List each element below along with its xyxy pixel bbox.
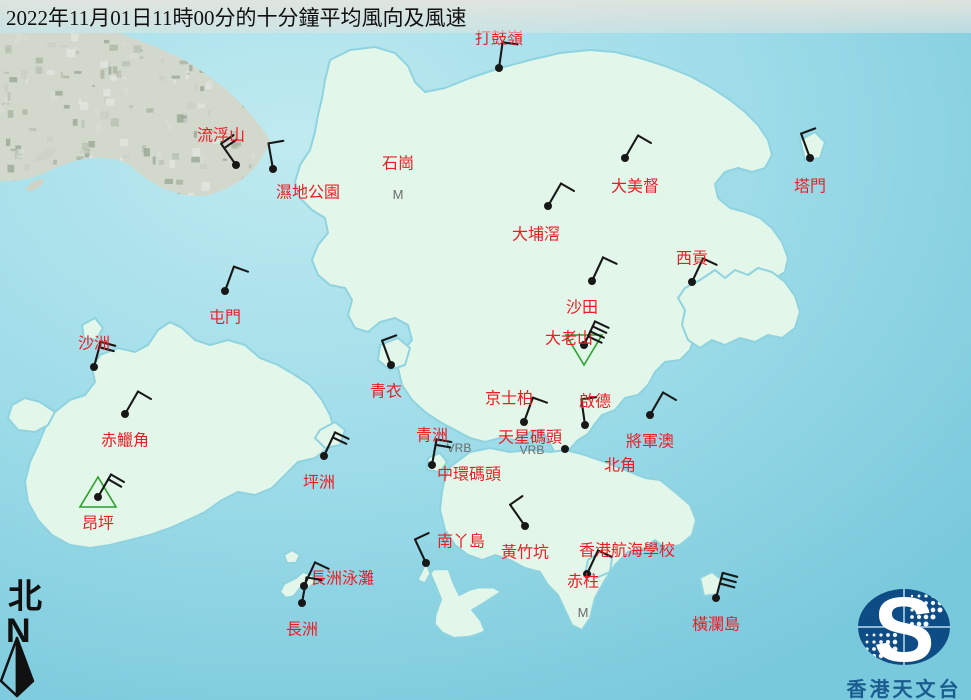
svg-text:中環碼頭: 中環碼頭 [437, 466, 501, 484]
svg-text:濕地公園: 濕地公園 [276, 184, 340, 202]
svg-text:將軍澳: 將軍澳 [626, 433, 674, 451]
svg-text:沙洲: 沙洲 [78, 336, 110, 353]
svg-text:坪洲: 坪洲 [303, 474, 335, 492]
svg-text:昂坪: 昂坪 [82, 515, 114, 533]
svg-text:M: M [393, 187, 404, 202]
svg-text:北角: 北角 [604, 457, 636, 475]
svg-text:大埔滘: 大埔滘 [512, 226, 560, 244]
svg-text:啟德: 啟德 [579, 393, 611, 411]
svg-text:大美督: 大美督 [611, 178, 659, 196]
svg-text:長洲: 長洲 [286, 621, 318, 639]
svg-text:橫瀾島: 橫瀾島 [692, 616, 740, 634]
svg-text:塔門: 塔門 [794, 178, 826, 196]
svg-text:VRB: VRB [520, 443, 545, 457]
svg-text:赤柱: 赤柱 [567, 573, 599, 591]
svg-text:南丫島: 南丫島 [437, 533, 485, 551]
svg-text:流浮山: 流浮山 [197, 127, 245, 145]
svg-text:沙田: 沙田 [566, 300, 598, 317]
svg-text:青洲: 青洲 [416, 427, 448, 445]
svg-text:黃竹坑: 黃竹坑 [501, 544, 549, 562]
svg-text:西貢: 西貢 [676, 251, 708, 268]
svg-text:青衣: 青衣 [370, 383, 402, 401]
svg-text:香港航海學校: 香港航海學校 [579, 542, 675, 560]
svg-text:大老山: 大老山 [545, 330, 593, 348]
svg-text:北: 北 [8, 578, 42, 616]
svg-text:香港天文台: 香港天文台 [847, 677, 962, 700]
svg-text:M: M [578, 605, 589, 620]
svg-text:赤鱲角: 赤鱲角 [101, 432, 149, 450]
svg-text:S: S [873, 579, 934, 681]
svg-text:屯門: 屯門 [209, 309, 241, 327]
svg-text:京士柏: 京士柏 [485, 390, 533, 408]
svg-text:石崗: 石崗 [382, 155, 414, 173]
